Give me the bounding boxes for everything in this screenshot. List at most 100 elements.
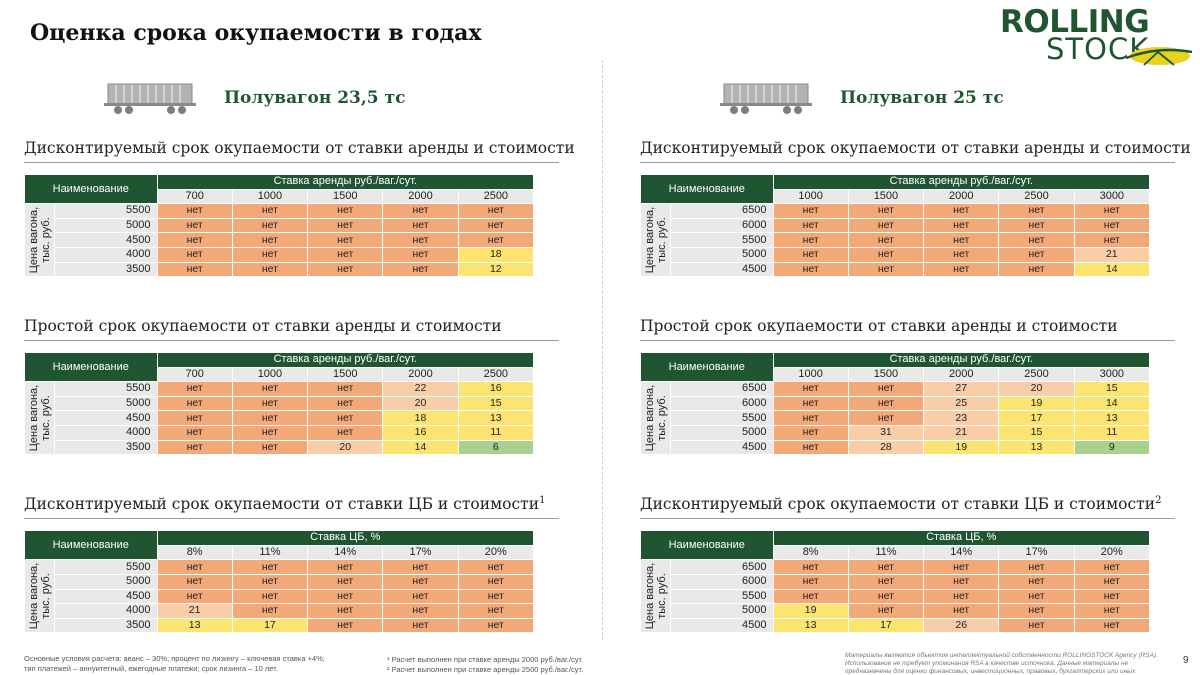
value-cell: нет — [156, 261, 233, 278]
table-row: 4000 нет нет нет нет 18 — [25, 246, 535, 263]
value-cell: нет — [382, 559, 459, 575]
value-cell: нет — [231, 603, 309, 619]
table-row: 4500 нет нет нет нет 14 — [641, 261, 1151, 278]
value-cell: нет — [231, 246, 309, 263]
value-cell: нет — [1073, 203, 1151, 219]
value-cell: нет — [1073, 217, 1151, 234]
column-header: 14% — [307, 544, 384, 561]
column-header: 20% — [457, 544, 535, 561]
value-cell: 14 — [382, 439, 459, 456]
value-cell: нет — [1073, 573, 1151, 590]
price-cell: 6000 — [670, 395, 774, 412]
price-cell: 4000 — [54, 246, 158, 263]
column-header: 3000 — [1073, 188, 1151, 205]
value-cell: 14 — [1073, 395, 1151, 412]
table-row: 5000 нет нет нет нет нет — [25, 573, 535, 590]
value-cell: нет — [231, 203, 309, 219]
table-row: 6000 нет нет нет нет нет — [641, 573, 1151, 590]
value-cell: 28 — [847, 439, 925, 456]
price-cell: 4000 — [54, 603, 158, 619]
value-cell: 14 — [1073, 261, 1151, 278]
value-cell: нет — [457, 203, 535, 219]
table-row: Цена вагона, тыс. руб. 5500 нет нет нет 22 16 — [23, 381, 535, 456]
value-cell: нет — [998, 261, 1075, 278]
value-cell: нет — [382, 617, 459, 634]
price-cell: 5500 — [670, 410, 774, 426]
column-header: 3000 — [1073, 366, 1151, 383]
column-header: 2500 — [998, 188, 1075, 205]
table-row: 5000 нет нет нет нет нет — [25, 217, 535, 234]
value-cell: 19 — [772, 603, 849, 619]
value-cell: 22 — [382, 381, 459, 397]
value-cell: 21 — [1073, 246, 1151, 263]
wagon-title: Полувагон 23,5 тс — [224, 88, 406, 108]
column-header: 17% — [998, 544, 1075, 561]
row-group-label: Цена вагона, тыс. руб. — [23, 203, 56, 278]
value-cell: нет — [923, 217, 1000, 234]
value-cell: нет — [847, 203, 925, 219]
column-header: 14% — [923, 544, 1000, 561]
payback-table: Наименование Ставка аренды руб./ваг./сут.… — [639, 173, 1151, 278]
section-title: Простой срок окупаемости от ставки аренд… — [640, 317, 1175, 341]
column-header: 20% — [1073, 544, 1151, 561]
column-header: 1000 — [772, 188, 849, 205]
value-cell: 21 — [923, 424, 1000, 441]
value-cell: нет — [156, 573, 233, 590]
price-cell: 5500 — [670, 588, 774, 605]
value-cell: нет — [231, 395, 309, 412]
row-group-label-text: Цена вагона, тыс. руб. — [27, 384, 52, 452]
price-cell: 5000 — [670, 603, 774, 619]
table-row: 6000 нет нет 25 19 14 — [641, 395, 1151, 412]
wagon-title: Полувагон 25 тс — [840, 88, 1004, 108]
table-row: 5500 нет нет нет нет нет — [641, 588, 1151, 605]
value-cell: нет — [156, 232, 233, 248]
value-cell: 18 — [457, 246, 535, 263]
value-cell: нет — [772, 588, 849, 605]
value-cell: 16 — [382, 424, 459, 441]
table-row: Цена вагона, тыс. руб. 6500 нет нет нет нет нет — [639, 203, 1151, 278]
column-header: 1000 — [772, 366, 849, 383]
table-row: 3500 нет нет нет нет 12 — [25, 261, 535, 278]
price-cell: 5000 — [54, 573, 158, 590]
right-section-2: Простой срок окупаемости от ставки аренд… — [639, 317, 1175, 456]
value-cell: нет — [457, 573, 535, 590]
value-cell: нет — [156, 395, 233, 412]
column-header: 1000 — [231, 366, 309, 383]
value-cell: 18 — [382, 410, 459, 426]
table-row: 3500 нет нет 20 14 6 — [25, 439, 535, 456]
table-row: 4000 нет нет нет 16 11 — [25, 424, 535, 441]
value-cell: нет — [457, 559, 535, 575]
value-cell: нет — [847, 573, 925, 590]
name-header: Наименование — [24, 173, 158, 205]
left-section-3: Дисконтируемый срок окупаемости от ставк… — [23, 495, 559, 634]
value-cell: нет — [231, 232, 309, 248]
value-cell: нет — [307, 603, 384, 619]
row-group-label-text: Цена вагона, тыс. руб. — [643, 206, 668, 274]
row-group-label-text: Цена вагона, тыс. руб. — [643, 384, 668, 452]
price-cell: 5500 — [54, 559, 158, 575]
price-cell: 4500 — [670, 439, 774, 456]
name-header: Наименование — [640, 173, 774, 205]
value-cell: нет — [772, 246, 849, 263]
value-cell: нет — [772, 559, 849, 575]
value-cell: нет — [307, 559, 384, 575]
footnote-2: ² Расчет выполнен при ставке аренды 2500… — [387, 665, 584, 674]
rate-group-header: Ставка аренды руб./ваг./сут. — [156, 174, 535, 190]
section-title: Дисконтируемый срок окупаемости от ставк… — [640, 139, 1191, 163]
value-cell: нет — [998, 217, 1075, 234]
value-cell: нет — [923, 573, 1000, 590]
value-cell: нет — [998, 588, 1075, 605]
value-cell: нет — [998, 559, 1075, 575]
page-title: Оценка срока окупаемости в годах — [30, 20, 482, 46]
value-cell: 19 — [998, 395, 1075, 412]
value-cell: нет — [382, 246, 459, 263]
section-title-text: Дисконтируемый срок окупаемости от ставк… — [640, 139, 1191, 157]
left-column: Полувагон 23,5 тс Дисконтируемый срок ок… — [23, 0, 584, 675]
value-cell: 31 — [847, 424, 925, 441]
right-column: Полувагон 25 тс Дисконтируемый срок окуп… — [639, 0, 1200, 675]
row-group-label-text: Цена вагона, тыс. руб. — [643, 563, 668, 630]
value-cell: 15 — [998, 424, 1075, 441]
value-cell: нет — [772, 381, 849, 397]
column-header: 1500 — [307, 366, 384, 383]
price-cell: 6500 — [670, 203, 774, 219]
